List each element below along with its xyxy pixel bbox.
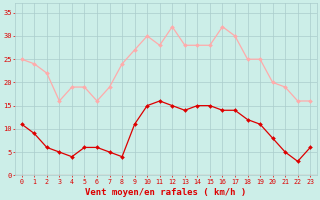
X-axis label: Vent moyen/en rafales ( km/h ): Vent moyen/en rafales ( km/h ) [85, 188, 247, 197]
